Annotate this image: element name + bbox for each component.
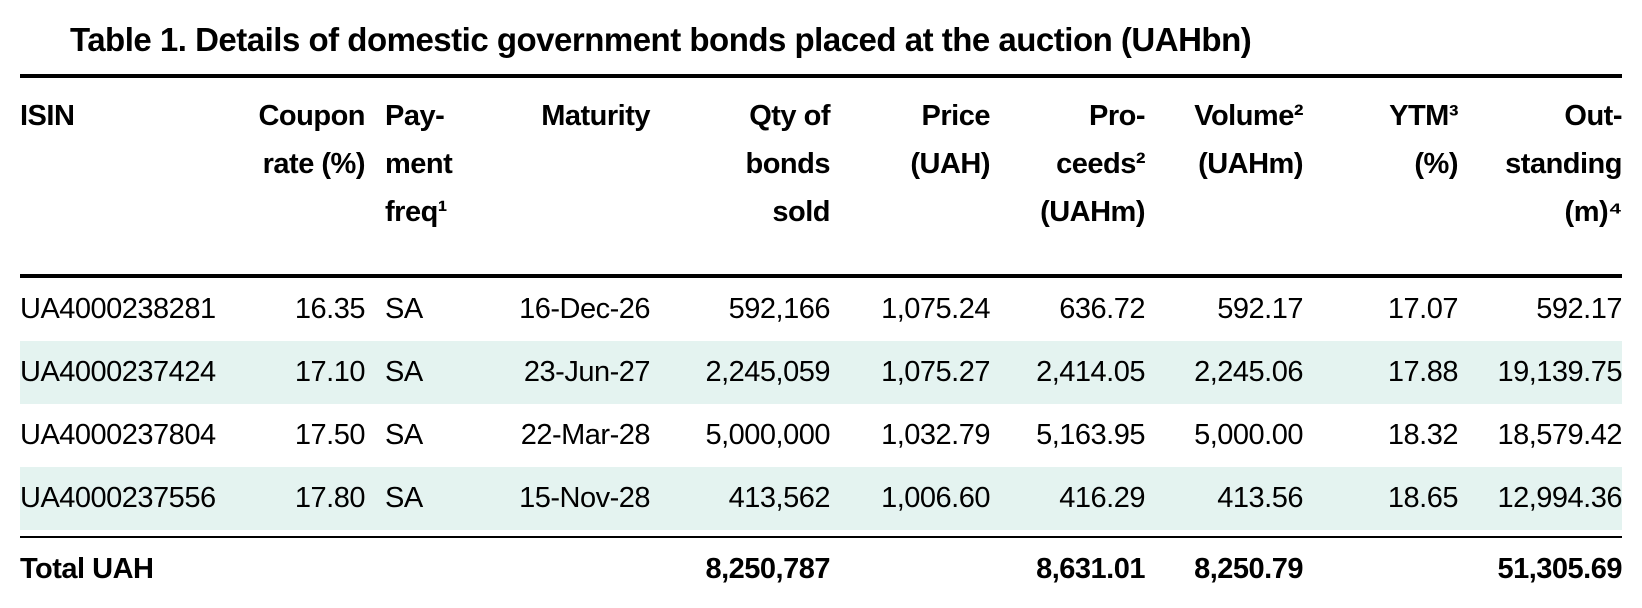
cell-isin: UA4000237804 [20, 419, 216, 451]
header-line: sold [772, 196, 830, 228]
cell-outstanding: 19,139.75 [1497, 356, 1622, 388]
total-qty-sold: 8,250,787 [705, 552, 830, 585]
cell-qty-sold: 5,000,000 [705, 419, 830, 451]
header-divider [20, 274, 1622, 278]
cell-outstanding: 12,994.36 [1497, 482, 1622, 514]
cell-coupon-rate: 17.10 [294, 356, 366, 388]
cell-payment-freq: SA [385, 293, 423, 325]
cell-coupon-rate: 17.50 [294, 419, 366, 451]
header-line: Qty of [749, 100, 830, 132]
header-line: Price [921, 100, 991, 132]
cell-maturity: 15-Nov-28 [519, 482, 650, 514]
header-line: Maturity [541, 100, 650, 132]
table-row: UA4000237424 17.10 SA 23-Jun-27 2,245,05… [20, 341, 1623, 404]
cell-payment-freq: SA [385, 419, 423, 451]
header-line: Out- [1564, 100, 1622, 132]
cell-qty-sold: 592,166 [728, 293, 831, 325]
header-line: Pro- [1089, 100, 1146, 132]
total-volume: 8,250.79 [1194, 552, 1303, 585]
table-row: UA4000237556 17.80 SA 15-Nov-28 413,562 … [20, 467, 1623, 530]
cell-outstanding: 18,579.42 [1497, 419, 1622, 451]
title-divider [20, 74, 1622, 78]
header-cell-proceeds: Pro- ceeds² (UAHm) [990, 92, 1145, 236]
header-cell-isin: ISIN [20, 92, 235, 236]
cell-volume: 2,245.06 [1194, 356, 1303, 388]
header-line: ment [385, 148, 453, 180]
total-divider [20, 536, 1622, 538]
cell-proceeds: 416.29 [1059, 482, 1145, 514]
header-line: (UAHm) [1198, 148, 1303, 180]
cell-coupon-rate: 16.35 [294, 293, 366, 325]
cell-ytm: 17.88 [1387, 356, 1459, 388]
cell-qty-sold: 413,562 [728, 482, 831, 514]
cell-ytm: 18.65 [1387, 482, 1459, 514]
total-proceeds: 8,631.01 [1036, 552, 1145, 585]
cell-isin: UA4000238281 [20, 293, 216, 325]
header-line: standing [1505, 148, 1622, 180]
header-cell-volume: Volume² (UAHm) [1145, 92, 1303, 236]
table-body: UA4000238281 16.35 SA 16-Dec-26 592,166 … [20, 278, 1623, 530]
table-row: UA4000237804 17.50 SA 22-Mar-28 5,000,00… [20, 404, 1623, 467]
cell-proceeds: 2,414.05 [1036, 356, 1145, 388]
header-line: (UAH) [910, 148, 990, 180]
header-cell-payment-freq: Pay- ment freq¹ [365, 92, 460, 236]
table-row: UA4000238281 16.35 SA 16-Dec-26 592,166 … [20, 278, 1623, 341]
header-line: Coupon [258, 100, 365, 132]
cell-ytm: 18.32 [1387, 419, 1459, 451]
cell-volume: 413.56 [1217, 482, 1303, 514]
cell-isin: UA4000237424 [20, 356, 216, 388]
cell-qty-sold: 2,245,059 [705, 356, 830, 388]
header-line: (UAHm) [1040, 196, 1145, 228]
cell-ytm: 17.07 [1387, 293, 1459, 325]
header-line: bonds [745, 148, 831, 180]
cell-isin: UA4000237556 [20, 482, 216, 514]
header-line: ISIN [20, 100, 75, 132]
header-cell-maturity: Maturity [460, 92, 650, 236]
header-line: Pay- [385, 100, 445, 132]
header-cell-ytm: YTM³ (%) [1303, 92, 1458, 236]
header-cell-coupon-rate: Coupon rate (%) [235, 92, 365, 236]
total-row: Total UAH 8,250,787 8,631.01 8,250.79 51… [20, 538, 1623, 600]
cell-proceeds: 5,163.95 [1036, 419, 1145, 451]
header-line: ceeds² [1056, 148, 1145, 180]
cell-maturity: 23-Jun-27 [523, 356, 651, 388]
table-header-row: ISIN Coupon rate (%) Pay- ment freq¹ Mat… [20, 78, 1623, 274]
cell-maturity: 22-Mar-28 [520, 419, 651, 451]
cell-outstanding: 592.17 [1536, 293, 1622, 325]
cell-price: 1,075.27 [881, 356, 990, 388]
cell-price: 1,075.24 [881, 293, 990, 325]
header-cell-price: Price (UAH) [830, 92, 990, 236]
header-line: (m)⁴ [1564, 196, 1623, 228]
table-title: Table 1. Details of domestic government … [70, 21, 1252, 58]
header-line: freq¹ [385, 196, 447, 228]
header-line: (%) [1414, 148, 1458, 180]
cell-proceeds: 636.72 [1059, 293, 1145, 325]
header-cell-qty-sold: Qty of bonds sold [650, 92, 831, 236]
header-line: Volume² [1194, 100, 1303, 132]
cell-price: 1,032.79 [881, 419, 990, 451]
header-line: rate (%) [262, 148, 366, 180]
cell-price: 1,006.60 [881, 482, 990, 514]
cell-coupon-rate: 17.80 [294, 482, 366, 514]
header-cell-outstanding: Out- standing (m)⁴ [1458, 92, 1622, 236]
cell-payment-freq: SA [385, 482, 423, 514]
cell-maturity: 16-Dec-26 [519, 293, 650, 325]
cell-payment-freq: SA [385, 356, 423, 388]
total-outstanding: 51,305.69 [1497, 552, 1622, 585]
total-label: Total UAH [20, 552, 154, 585]
cell-volume: 592.17 [1217, 293, 1303, 325]
header-line: YTM³ [1389, 100, 1458, 132]
cell-volume: 5,000.00 [1194, 419, 1303, 451]
